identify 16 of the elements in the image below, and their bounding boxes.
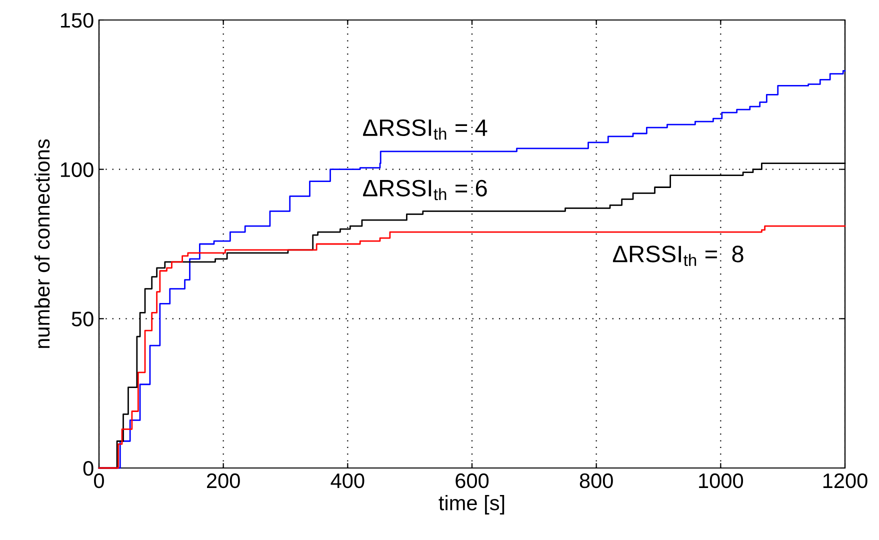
x-tick-label: 0 <box>94 473 104 488</box>
y-tick-label: 150 <box>60 13 94 28</box>
annotation: ΔRSSI$_{th}$ = 8 <box>612 246 744 266</box>
y-tick-label: 50 <box>72 312 94 326</box>
x-tick-label: 800 <box>580 473 613 488</box>
y-axis-title: number of connections <box>34 139 50 348</box>
x-tick-label: 200 <box>207 473 240 488</box>
y-tick-label: 0 <box>83 461 94 476</box>
y-tick-label: 100 <box>60 162 94 178</box>
x-axis-title: time [s] <box>438 495 504 514</box>
x-tick-label: 1200 <box>823 473 868 488</box>
annotation: ΔRSSI$_{th}$ = 4 <box>363 119 488 140</box>
x-tick-label: 600 <box>456 473 489 488</box>
x-tick-label: 400 <box>330 473 364 488</box>
annotation: ΔRSSI$_{th}$ = 6 <box>363 180 487 200</box>
x-tick-label: 1000 <box>699 473 744 488</box>
